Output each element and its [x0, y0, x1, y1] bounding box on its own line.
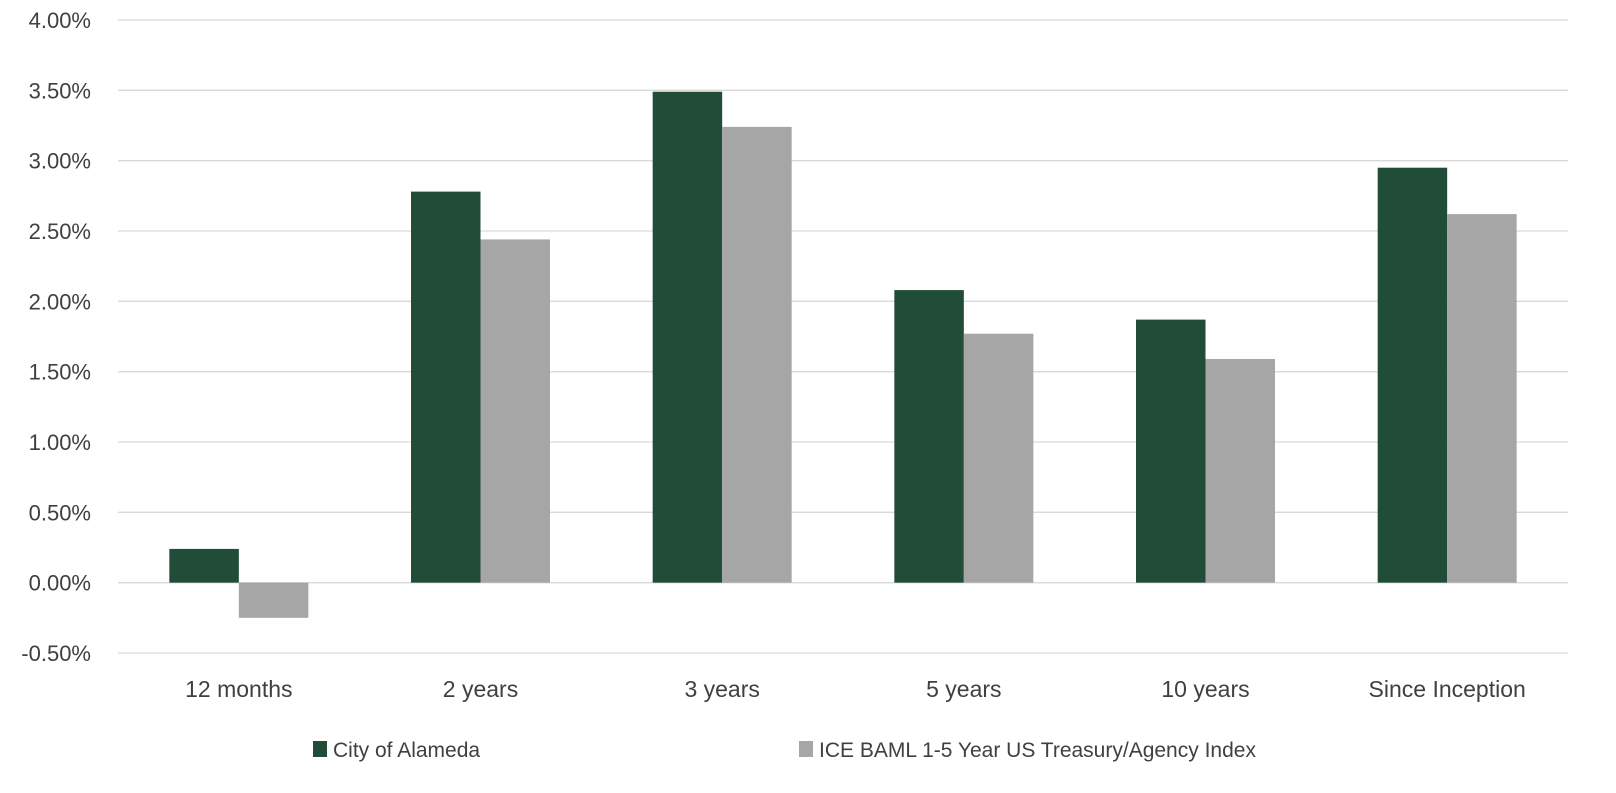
bar-series-1-5-years: [894, 290, 964, 583]
y-tick-label: 1.00%: [29, 430, 91, 455]
legend-label: ICE BAML 1-5 Year US Treasury/Agency Ind…: [819, 739, 1256, 762]
x-category-label: 3 years: [684, 676, 759, 702]
y-tick-label: 3.00%: [29, 149, 91, 174]
y-tick-label: 3.50%: [29, 78, 91, 103]
legend-swatch: [799, 741, 813, 757]
y-axis-tick-labels: -0.50% 0.00% 0.50% 1.00% 1.50% 2.00% 2.50% 3.00…: [21, 8, 91, 666]
bars: [169, 91, 1517, 618]
legend-swatch: [313, 741, 327, 757]
x-category-label: 5 years: [926, 676, 1001, 702]
bar-series-2-since-inception: [1447, 214, 1517, 583]
bar-series-1-since-inception: [1377, 167, 1448, 583]
bar-series-1-12-months: [169, 548, 239, 583]
x-category-label: Since Inception: [1369, 676, 1526, 702]
y-tick-label: 1.50%: [29, 360, 91, 385]
bar-series-2-12-months: [238, 582, 309, 618]
x-axis-category-labels: 12 months 2 years 3 years 5 years 10 years Si…: [185, 676, 1526, 702]
y-tick-label: 2.00%: [29, 289, 91, 314]
y-tick-label: 2.50%: [29, 219, 91, 244]
x-category-label: 10 years: [1161, 676, 1249, 702]
y-tick-label: 4.00%: [29, 8, 91, 33]
legend-label: City of Alameda: [333, 739, 480, 762]
gridlines: [118, 19, 1568, 654]
x-category-label: 2 years: [443, 676, 518, 702]
bar-series-1-2-years: [411, 191, 481, 583]
y-tick-label: 0.50%: [29, 500, 91, 525]
y-tick-label: 0.00%: [29, 571, 91, 596]
bar-series-2-10-years: [1205, 359, 1275, 583]
legend: City of Alameda ICE BAML 1-5 Year US Trea…: [313, 739, 1256, 762]
bar-series-2-2-years: [480, 239, 550, 583]
bar-series-2-5-years: [963, 333, 1034, 583]
bar-series-1-3-years: [652, 91, 723, 583]
x-category-label: 12 months: [185, 676, 292, 702]
bar-series-2-3-years: [722, 126, 792, 583]
y-tick-label: -0.50%: [21, 641, 91, 666]
bar-series-1-10-years: [1136, 319, 1206, 583]
